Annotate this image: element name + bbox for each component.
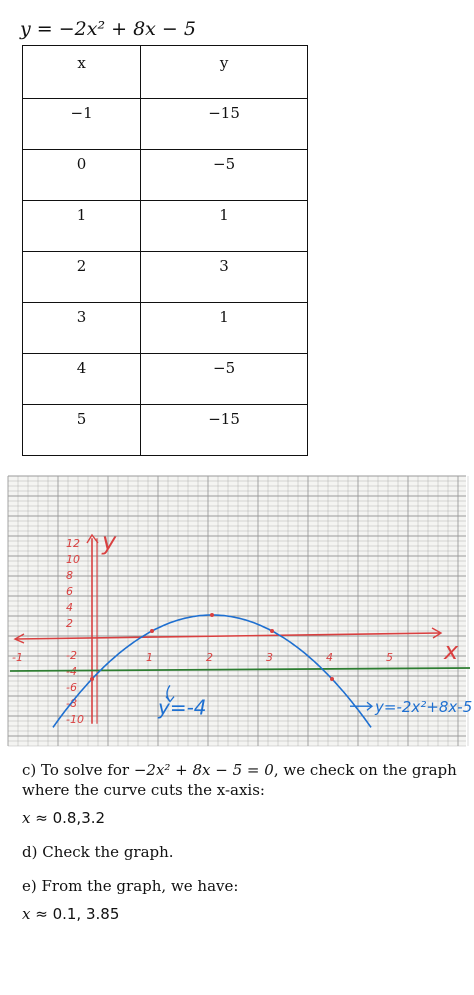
y-tick-label: -6	[66, 681, 77, 694]
table-row: −1 −15	[21, 98, 308, 150]
horizontal-line	[9, 667, 471, 672]
x-axis	[15, 632, 441, 640]
arrow-to-curve	[350, 701, 374, 711]
parabola-curve	[52, 613, 372, 728]
y-tick-label: 10	[66, 553, 80, 566]
x-axis-arrow-left	[13, 633, 25, 644]
table-row: 0 −5	[21, 149, 308, 201]
x-tick-label: -1	[12, 651, 23, 664]
header-x: x	[21, 45, 142, 99]
table-row: 5 −15	[21, 404, 308, 456]
x-tick-label: 5	[386, 651, 393, 664]
cell-x: 1	[21, 200, 142, 252]
x-axis-label: x	[443, 637, 459, 665]
y-axis-label: y	[101, 527, 117, 555]
y-axis-arrow	[86, 533, 99, 544]
data-point	[90, 677, 94, 681]
y-tick-label: 8	[66, 569, 73, 582]
x-tick-label: 1	[146, 651, 153, 664]
y-tick-label: 12	[66, 537, 80, 550]
cell-y: −5	[140, 149, 308, 201]
cell-y: −15	[140, 404, 308, 456]
cell-x: 2	[21, 251, 142, 303]
part-c-answer: x ≈ 0.8,3.2	[22, 808, 462, 828]
cell-y: 3	[140, 251, 308, 303]
part-c-question: c) To solve for −2x² + 8x − 5 = 0, we ch…	[22, 760, 462, 800]
part-d-text: d) Check the graph.	[22, 843, 174, 861]
table-header-row: x y	[21, 45, 308, 99]
part-c-answer-var: x	[22, 809, 31, 827]
cell-y: −5	[140, 353, 308, 405]
part-e-answer-value: ≈ 0.1, 3.85	[30, 905, 120, 923]
cell-x: 5	[21, 404, 142, 456]
cell-x: 3	[21, 302, 142, 354]
cell-y: 1	[140, 302, 308, 354]
part-c-answer-value: ≈ 0.8,3.2	[30, 809, 106, 827]
part-e-text: e) From the graph, we have:	[22, 877, 239, 895]
curve-label: y=-2x²+8x-5	[374, 698, 472, 716]
y-tick-label: 6	[66, 585, 73, 598]
cell-x: 0	[21, 149, 142, 201]
y-tick-label: 2	[66, 617, 73, 630]
part-e-answer-var: x	[22, 905, 31, 923]
solution-notes: c) To solve for −2x² + 8x − 5 = 0, we ch…	[22, 760, 462, 938]
part-c-prefix: c) To solve for	[22, 761, 134, 779]
x-axis-arrow-right	[431, 627, 443, 639]
y-tick-label: -2	[66, 649, 77, 662]
data-point	[270, 629, 274, 633]
line-label: y=-4	[157, 696, 207, 720]
part-c-suffix: , we check on the graph where the curve …	[22, 761, 457, 799]
data-point	[150, 629, 154, 633]
header-y: y	[140, 45, 308, 99]
data-point	[330, 677, 334, 681]
part-c-equation: −2x² + 8x − 5 = 0	[133, 761, 274, 779]
arrow-to-line	[165, 685, 175, 703]
y-tick-label: -4	[66, 665, 77, 678]
line-y-minus-4	[9, 667, 471, 672]
graph-annotations: y=-4 y=-2x²+8x-5	[157, 685, 472, 720]
table-row: 4 −5	[21, 353, 308, 405]
x-tick-label: 3	[266, 651, 273, 664]
cell-y: −15	[140, 98, 308, 150]
part-e-answer: x ≈ 0.1, 3.85	[22, 904, 462, 924]
graph-paper-grid	[7, 475, 469, 747]
cell-y: 1	[140, 200, 308, 252]
y-tick-label: 4	[66, 601, 73, 614]
cell-x: −1	[21, 98, 142, 150]
data-point	[210, 613, 214, 617]
x-tick-label: 2	[206, 651, 213, 664]
x-tick-label: 4	[326, 651, 333, 664]
axes	[13, 533, 443, 724]
cell-x: 4	[21, 353, 142, 405]
y-tick-label: -10	[66, 713, 84, 726]
equation-title: y = −2x² + 8x − 5	[20, 18, 196, 40]
